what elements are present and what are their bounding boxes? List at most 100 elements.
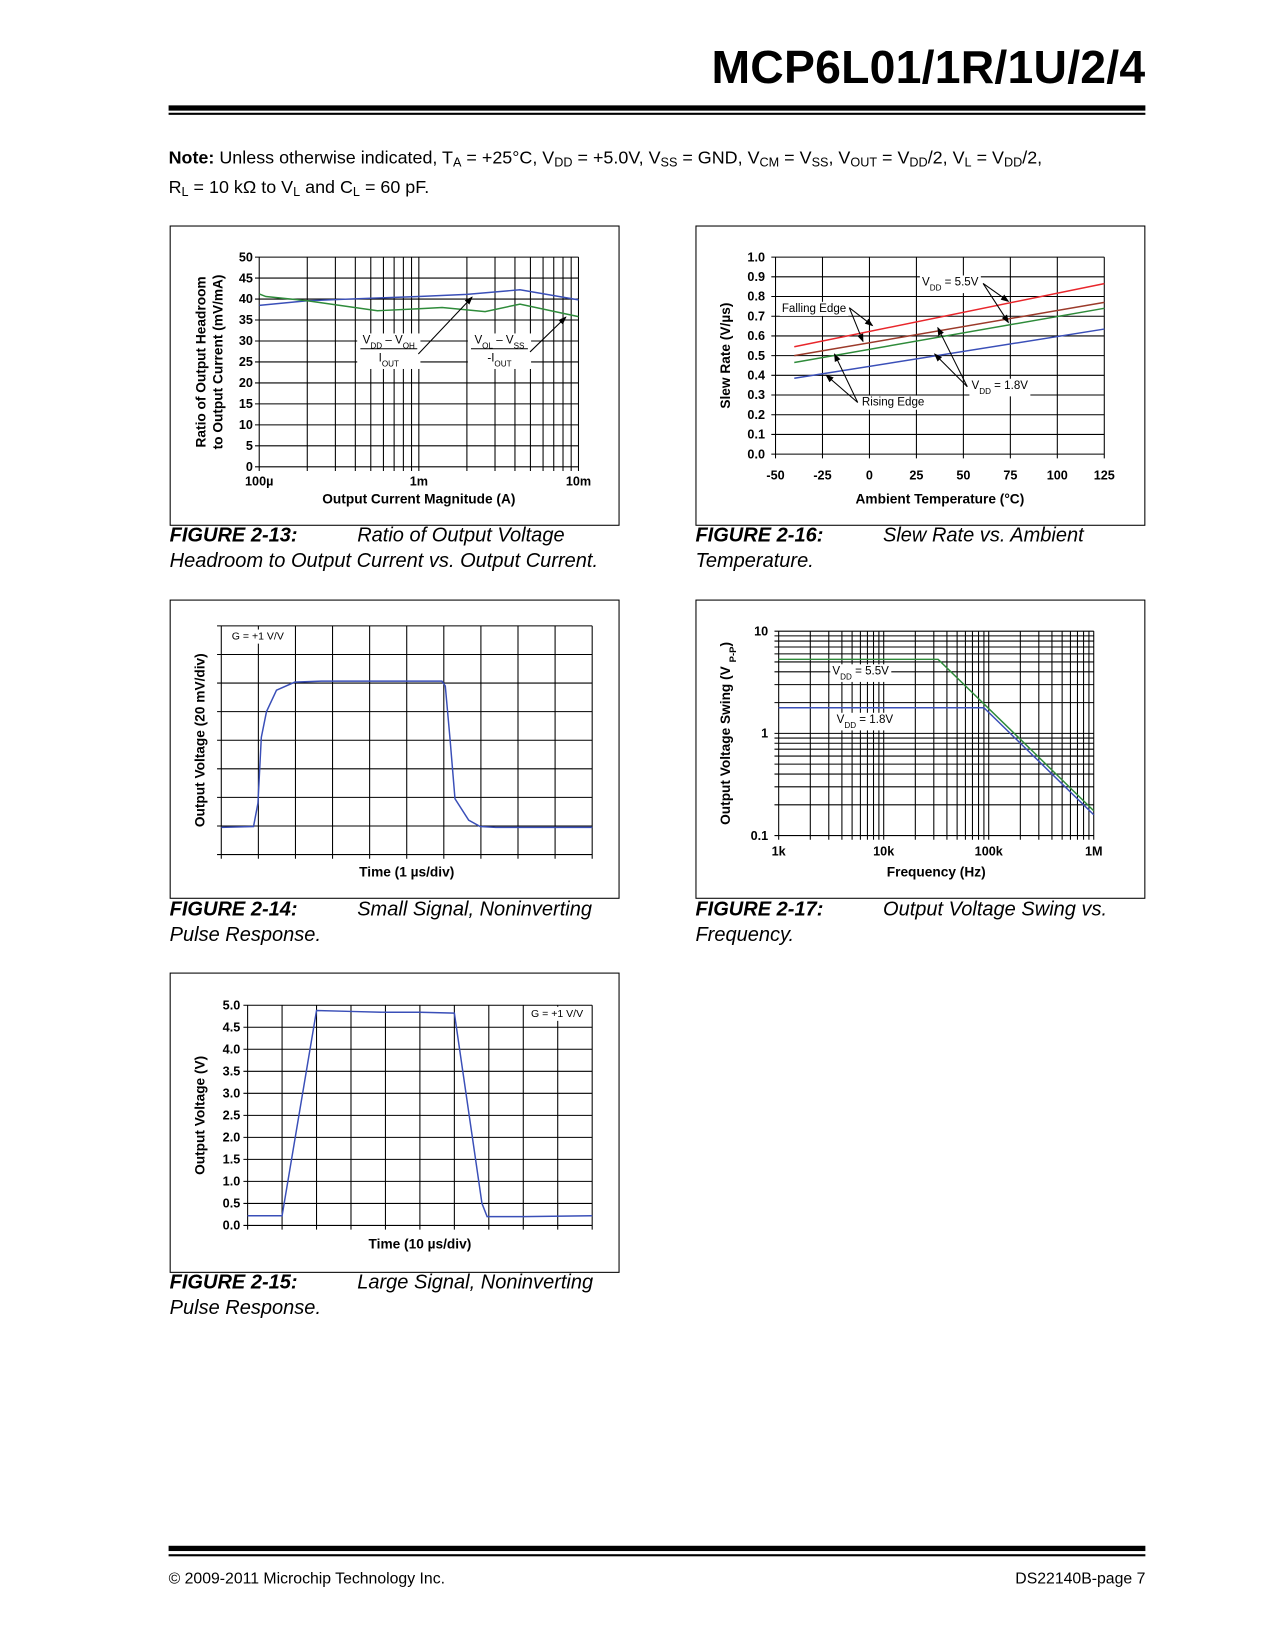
label-text: Ratio of Output Headroom xyxy=(193,276,208,447)
y-tick-label: 0.5 xyxy=(223,1197,241,1211)
label-text: = 5.5V xyxy=(941,277,978,289)
x-tick-label: 75 xyxy=(1003,468,1017,482)
x-tick-label: 0 xyxy=(866,468,873,482)
y-tick-label: 2.0 xyxy=(223,1131,241,1145)
y-tick-label: 0.2 xyxy=(747,408,765,422)
annotation-background xyxy=(467,333,532,369)
annotation: VDD = 1.8V xyxy=(834,712,896,731)
note-text: = V xyxy=(779,147,812,168)
x-tick-label: -50 xyxy=(766,468,784,482)
note-text: /2, V xyxy=(927,147,965,168)
y-tick-label: 0.1 xyxy=(747,428,765,442)
note-text: and C xyxy=(300,177,353,198)
gridlines xyxy=(217,625,593,859)
y-tick-label: 0.0 xyxy=(223,1219,241,1233)
caption-text: Temperature. xyxy=(695,550,814,573)
label-text: Falling Edge xyxy=(782,303,846,315)
figure-2-14-chart: Time (1 µs/div) Output Voltage (20 mV/div… xyxy=(169,599,620,899)
page-title: MCP6L01/1R/1U/2/4 xyxy=(711,42,1146,94)
label-text: = 5.5V xyxy=(852,665,889,677)
subscript: SS xyxy=(514,341,525,350)
annotation-numerator: VDD – VOH xyxy=(363,335,415,351)
label-text: V xyxy=(837,714,845,726)
annotation-background xyxy=(357,333,421,369)
x-tick-label: 1m xyxy=(410,475,428,489)
label-text: Rising Edge xyxy=(862,397,924,409)
caption-text: Slew Rate vs. Ambient xyxy=(883,524,1084,547)
annotation-text: VDD = 1.8V xyxy=(837,714,894,729)
subscript: OH xyxy=(403,341,415,350)
x-tick-label: 100µ xyxy=(245,475,273,489)
y-axis-label: Ratio of Output Headroom xyxy=(193,276,208,447)
annotation-text: VDD = 5.5V xyxy=(922,277,979,293)
note-lead: Note: xyxy=(168,147,215,168)
chart-svg: 1k 10k 100k 1M 0.1 1 10 Frequency (Hz) Output Vo… xyxy=(718,624,1102,880)
label-text: to Output Current (mV/mA) xyxy=(210,275,225,450)
figure-number: FIGURE 2-15: xyxy=(169,1271,298,1294)
y-tick-label: 5 xyxy=(246,439,253,453)
annotation-arrow xyxy=(848,307,864,343)
annotation-arrow xyxy=(825,374,859,403)
x-tick-label: 125 xyxy=(1094,468,1115,482)
annotation: VDD = 5.5V xyxy=(919,275,981,294)
y-tick-label: 1 xyxy=(761,727,768,741)
annotation-arrow xyxy=(417,296,473,355)
subscript: DD xyxy=(844,720,856,729)
y-axis-label: Output Voltage Swing (V P-P) xyxy=(718,642,738,825)
header-rule-thick xyxy=(168,105,1146,111)
annotation-arrow xyxy=(529,316,567,353)
note-text: R xyxy=(168,177,182,198)
note-text: = 60 pF. xyxy=(359,177,430,198)
series-line xyxy=(247,1009,593,1218)
figure-2-14-caption: FIGURE 2-14: Small Signal, Noninverting Pu… xyxy=(170,898,634,949)
subscript: SS xyxy=(811,154,829,170)
label-text: ) xyxy=(718,642,733,647)
note-text: , V xyxy=(828,147,851,168)
subscript: DD xyxy=(840,672,852,681)
conditions-note: Note: Unless otherwise indicated, TA = +… xyxy=(169,143,1159,202)
annotation: G = +1 V/V xyxy=(229,629,286,644)
x-tick-label: 10m xyxy=(566,475,591,489)
y-tick-label: 4.5 xyxy=(223,1020,241,1034)
chart-svg: 0.0 0.5 1.0 1.5 2.0 2.5 3.0 3.5 4.0 4.5 5.0 Time (1… xyxy=(192,998,593,1252)
x-axis-label: Time (10 µs/div) xyxy=(369,1237,472,1252)
annotation-background xyxy=(830,664,892,682)
annotation: G = +1 V/V xyxy=(528,1006,586,1021)
series-line xyxy=(794,282,1105,348)
chart-svg: -50 -25 0 25 50 75 100 125 0.0 0.1 0.2 0.3 0.4 0.5 0.6… xyxy=(718,250,1115,506)
subscript: L xyxy=(964,154,972,170)
y-axis-label: Output Voltage (20 mV/div) xyxy=(192,653,207,827)
figure-2-17-caption: FIGURE 2-17: Output Voltage Swing vs. Freq… xyxy=(695,898,1159,949)
y-tick-label: 1.0 xyxy=(223,1175,241,1189)
y-tick-label: 10 xyxy=(239,418,253,432)
x-tick-label: 25 xyxy=(909,468,923,482)
subscript: SS xyxy=(660,154,678,170)
y-tick-label: 40 xyxy=(239,292,253,306)
y-tick-label: 0.1 xyxy=(751,829,769,843)
subscript: DD xyxy=(1003,154,1023,170)
x-tick-label: 100k xyxy=(975,845,1004,859)
note-text: = +5.0V, V xyxy=(572,147,661,168)
y-tick-label: 4.0 xyxy=(223,1042,241,1056)
header-rule-thin xyxy=(168,112,1146,115)
subscript: L xyxy=(352,184,360,200)
series-line xyxy=(794,328,1105,380)
note-text: = 10 kΩ to V xyxy=(188,177,294,198)
label-text: = 1.8V xyxy=(856,714,893,726)
y-axis-label: Output Voltage (V) xyxy=(192,1056,207,1175)
footer-rule-thin xyxy=(168,1554,1146,1557)
annotation-arrow xyxy=(982,283,1010,302)
annotation-background xyxy=(528,1006,586,1021)
x-axis-label: Frequency (Hz) xyxy=(887,865,986,880)
subscript: OUT xyxy=(382,359,399,368)
annotation: VDD = 5.5V xyxy=(830,664,892,682)
annotation-background xyxy=(859,395,927,410)
caption-text: Ratio of Output Voltage xyxy=(357,524,565,547)
series-line xyxy=(778,658,1095,812)
caption-text: Pulse Response. xyxy=(169,1297,322,1320)
y-tick-label: 10 xyxy=(754,624,768,638)
footer-page-number: DS22140B-page 7 xyxy=(1015,1570,1146,1588)
annotation-denominator: -IOUT xyxy=(487,352,511,368)
figure-number: FIGURE 2-16: xyxy=(695,524,824,547)
